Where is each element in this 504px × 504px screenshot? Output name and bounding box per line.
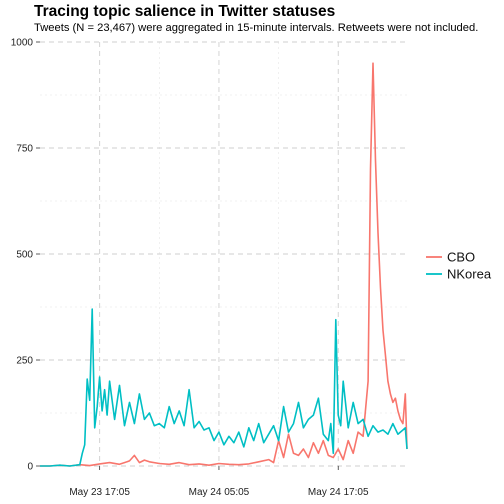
y-tick-label: 0 xyxy=(27,462,33,473)
series-line-cbo xyxy=(40,62,408,467)
legend-label-cbo: CBO xyxy=(447,250,475,265)
chart-subtitle: Tweets (N = 23,467) were aggregated in 1… xyxy=(34,22,479,34)
grid-lines xyxy=(40,41,407,467)
chart-title: Tracing topic salience in Twitter status… xyxy=(34,3,336,20)
series-lines xyxy=(40,62,408,467)
legend-label-nkorea: NKorea xyxy=(447,267,492,282)
series-line-nkorea xyxy=(40,308,408,467)
x-tick-label: May 24 17:05 xyxy=(308,487,369,498)
x-tick-label: May 23 17:05 xyxy=(69,487,130,498)
y-tick-label: 250 xyxy=(16,356,33,367)
x-tick-label: May 24 05:05 xyxy=(189,487,250,498)
legend: CBO NKorea xyxy=(426,250,492,282)
y-tick-label: 750 xyxy=(16,144,33,155)
axis-labels: 0 250 500 750 1000 May 23 17:05 May 24 05:05 Ma… xyxy=(11,38,369,499)
y-tick-label: 1000 xyxy=(11,38,34,49)
y-tick-label: 500 xyxy=(16,250,33,261)
